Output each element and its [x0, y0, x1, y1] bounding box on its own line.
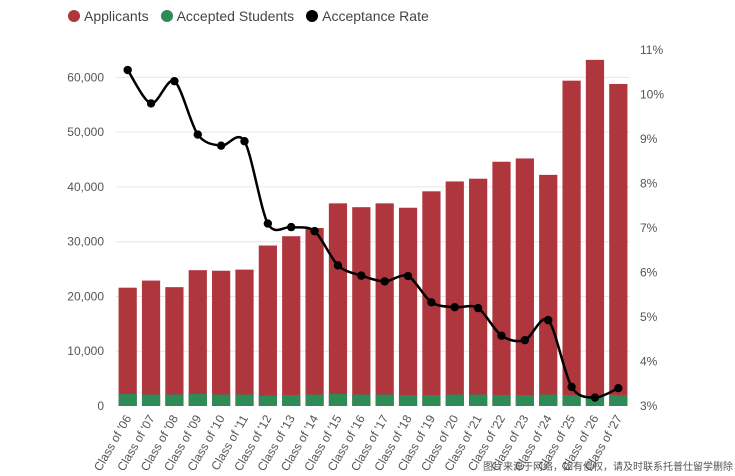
applicants-bar — [492, 161, 511, 406]
accepted-bar — [422, 395, 441, 406]
left-axis-tick-label: 40,000 — [67, 180, 104, 194]
right-axis-tick-label: 8% — [640, 177, 658, 191]
applicants-bar — [212, 270, 231, 406]
left-axis-tick-label: 30,000 — [67, 235, 104, 249]
applicants-bar — [118, 287, 137, 406]
accepted-bar — [118, 393, 137, 406]
legend-swatch-accepted — [160, 10, 173, 22]
accepted-bar — [235, 394, 254, 406]
left-axis-tick-label: 20,000 — [67, 289, 104, 303]
acceptance-rate-point — [450, 303, 459, 312]
acceptance-rate-point — [357, 271, 366, 280]
applicants-bar — [398, 207, 418, 406]
applicants-bar — [539, 174, 558, 406]
accepted-bar — [352, 394, 371, 406]
applicants-bar — [165, 287, 184, 406]
left-axis-tick-label: 0 — [97, 399, 104, 413]
applicants-bar — [469, 178, 488, 406]
watermark-text: 图片来源于网络，如有侵权，请及时联系托普仕留学删除 — [483, 462, 733, 473]
right-axis-tick-label: 3% — [640, 399, 658, 413]
applicants-bar — [352, 207, 371, 406]
acceptance-rate-point — [146, 99, 156, 108]
accepted-bar — [562, 395, 581, 406]
acceptance-rate-point — [520, 335, 530, 345]
accepted-bar — [188, 393, 207, 406]
acceptance-rate-point — [614, 384, 623, 393]
accepted-bar — [282, 395, 301, 406]
acceptance-rate-point — [240, 137, 249, 146]
applicants-bar — [445, 181, 464, 406]
accepted-bar — [212, 394, 231, 406]
legend-label-accepted: Accepted Students — [176, 8, 295, 24]
left-axis-tick-label: 10,000 — [67, 344, 104, 358]
acceptance-rate-point — [193, 130, 202, 139]
accepted-bar — [609, 395, 628, 406]
legend-label-rate: Acceptance Rate — [322, 8, 429, 24]
applicants-bar — [609, 83, 628, 407]
chart-legend: Applicants Accepted Students Acceptance … — [68, 8, 429, 24]
acceptance-rate-point — [544, 315, 553, 325]
acceptance-rate-line — [126, 69, 619, 399]
acceptance-rate-point — [170, 76, 179, 86]
applicants-bar — [282, 236, 301, 406]
applicants-bar — [562, 80, 581, 406]
acceptance-rate-point — [427, 298, 436, 307]
accepted-bar — [539, 394, 558, 406]
acceptance-rate-point — [263, 219, 273, 228]
accepted-bar — [305, 394, 324, 406]
legend-swatch-rate — [306, 10, 319, 22]
accepted-bar — [375, 394, 394, 406]
acceptance-rate-point — [497, 331, 506, 340]
applicants-bar — [305, 228, 324, 406]
left-axis-tick-label: 50,000 — [67, 125, 104, 139]
right-axis-tick-label: 9% — [640, 132, 658, 146]
accepted-bar — [445, 394, 464, 406]
legend-item-accepted[interactable]: Accepted Students — [160, 8, 295, 24]
legend-swatch-applicants — [68, 10, 80, 22]
acceptance-rate-point — [403, 271, 413, 281]
acceptance-rate-point — [123, 65, 132, 75]
acceptance-rate-point — [333, 261, 343, 270]
right-axis-tick-label: 4% — [640, 355, 658, 369]
applicants-bar — [188, 270, 207, 406]
acceptance-rate-point — [216, 141, 226, 150]
applicants-bar — [515, 158, 534, 406]
accepted-bar — [515, 395, 534, 406]
acceptance-rate-point — [380, 277, 389, 286]
acceptance-rate-point — [287, 222, 296, 232]
applicants-bar — [375, 203, 394, 406]
accepted-bar — [165, 394, 184, 406]
legend-label-applicants: Applicants — [84, 8, 149, 24]
acceptance-rate-point — [590, 393, 600, 402]
legend-item-applicants[interactable]: Applicants — [68, 8, 149, 24]
applicants-bar — [141, 280, 161, 406]
accepted-bar — [469, 394, 488, 406]
applicants-bar — [235, 269, 254, 406]
acceptance-rate-point — [310, 226, 319, 236]
accepted-bar — [398, 395, 418, 406]
accepted-bar — [328, 393, 348, 406]
right-axis-tick-label: 10% — [640, 88, 664, 102]
right-axis-tick-label: 6% — [640, 266, 658, 280]
acceptance-rate-point — [567, 382, 576, 392]
right-axis-tick-label: 7% — [640, 221, 658, 235]
applicants-bar — [585, 59, 605, 407]
applicants-bar — [328, 203, 348, 406]
accepted-bar — [258, 395, 277, 406]
right-axis-tick-label: 5% — [640, 310, 658, 324]
acceptance-rate-point — [473, 303, 483, 313]
legend-item-rate[interactable]: Acceptance Rate — [306, 8, 429, 24]
applicants-bar — [258, 245, 277, 406]
accepted-bar — [492, 395, 511, 406]
right-axis-tick-label: 11% — [640, 43, 663, 57]
left-axis-tick-label: 60,000 — [67, 70, 104, 84]
accepted-bar — [141, 394, 161, 406]
